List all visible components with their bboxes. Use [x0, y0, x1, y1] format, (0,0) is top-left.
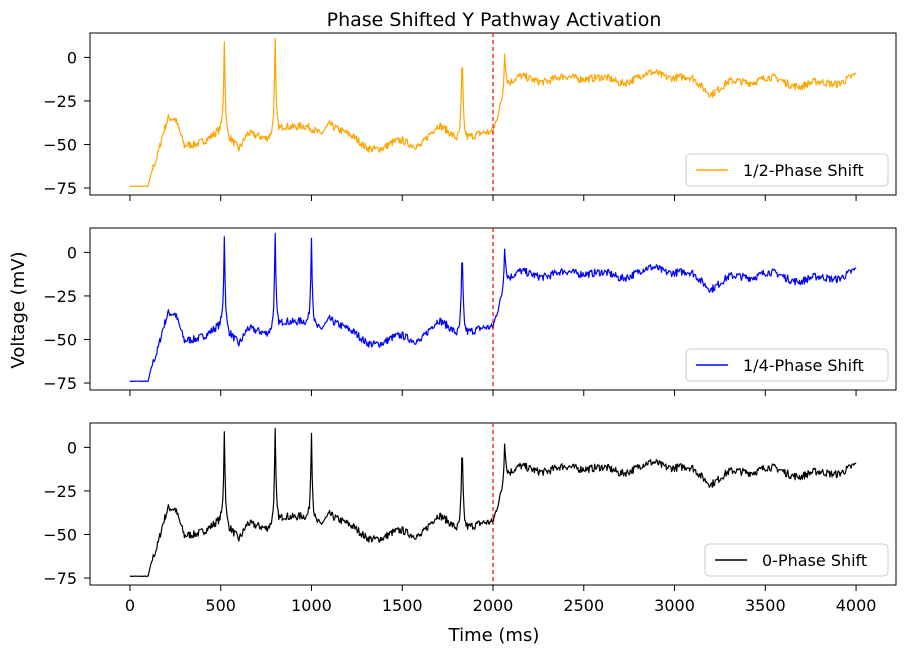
legend-label: 1/2-Phase Shift	[743, 161, 864, 180]
subplot-3: 0 −25 −50 −75 0 500 1000 1500 2000 2500 3000 3500 40…	[43, 422, 897, 615]
legend-label: 1/4-Phase Shift	[743, 356, 864, 375]
y-tick-label: 0	[67, 243, 77, 262]
y-tick-label: −50	[43, 135, 77, 154]
legend-box	[685, 348, 889, 382]
y-tick-label: −50	[43, 330, 77, 349]
y-tick-label: −75	[43, 374, 77, 393]
y-tick-label: −25	[43, 287, 77, 306]
x-tick-label: 3500	[745, 596, 786, 615]
x-tick-label: 500	[205, 596, 236, 615]
subplots: 0 −25 −50 −75 1/2-Phase Shift 0 −25 −50 −75 1/4-P…	[43, 32, 897, 615]
x-tick-label: 1000	[291, 596, 332, 615]
subplot-1: 0 −25 −50 −75 1/2-Phase Shift	[43, 32, 897, 201]
x-tick-label: 0	[125, 596, 135, 615]
x-tick-label: 3000	[654, 596, 695, 615]
legend-label: 0-Phase Shift	[762, 551, 867, 570]
legend-box	[685, 153, 889, 187]
y-tick-label: −75	[43, 569, 77, 588]
subplot-2: 0 −25 −50 −75 1/4-Phase Shift	[43, 227, 897, 396]
x-tick-label: 4000	[836, 596, 877, 615]
chart-title: Phase Shifted Y Pathway Activation	[327, 9, 662, 31]
y-tick-label: −25	[43, 482, 77, 501]
x-tick-label: 2000	[473, 596, 514, 615]
legend-box	[704, 543, 889, 577]
x-tick-label: 2500	[563, 596, 604, 615]
y-tick-label: −75	[43, 179, 77, 198]
y-tick-label: 0	[67, 438, 77, 457]
y-tick-label: 0	[67, 48, 77, 67]
x-axis-label: Time (ms)	[448, 625, 540, 646]
y-tick-label: −50	[43, 525, 77, 544]
y-tick-label: −25	[43, 92, 77, 111]
x-tick-label: 1500	[382, 596, 423, 615]
y-axis-label: Voltage (mV)	[8, 251, 29, 368]
